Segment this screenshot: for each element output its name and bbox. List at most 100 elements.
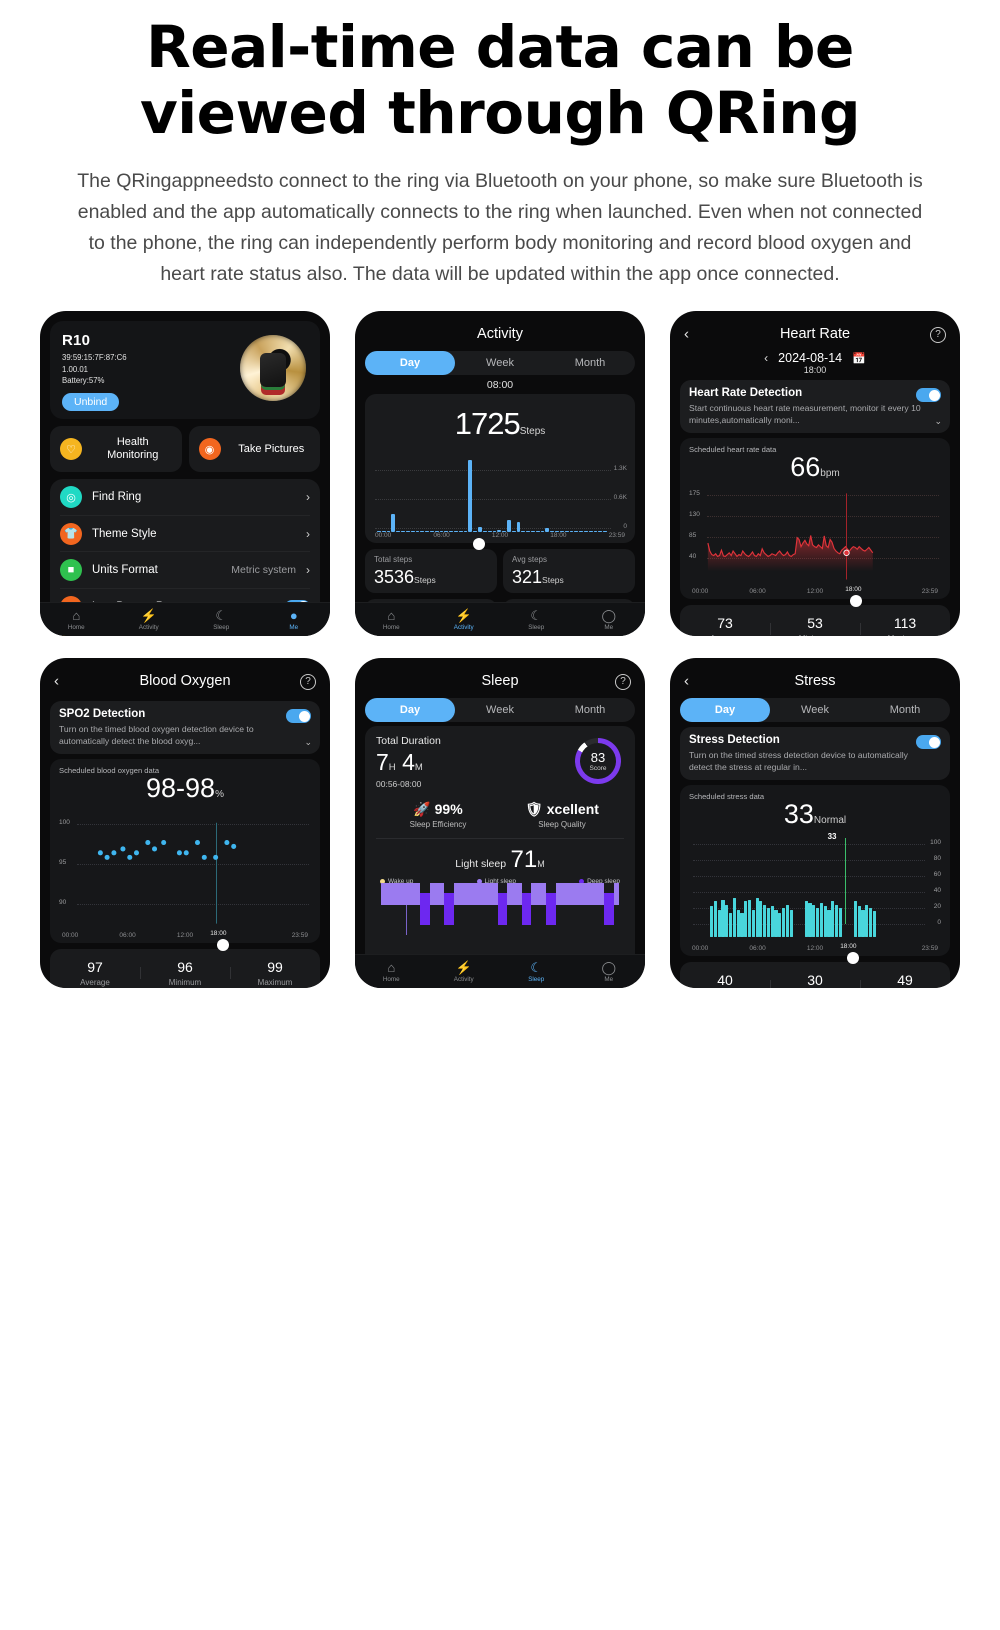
- activity-appbar: Activity: [365, 319, 635, 349]
- selected-time: 18:00: [803, 365, 827, 376]
- tab-day[interactable]: Day: [680, 698, 770, 723]
- tab-week[interactable]: Week: [486, 357, 514, 370]
- spo2-stats: 97 Average 96 Minimum 99 Maximum: [50, 949, 320, 989]
- quick-actions: ♡ Health Monitoring ◉ Take Pictures: [50, 426, 320, 473]
- tab-month[interactable]: Month: [574, 357, 606, 370]
- row-label: Find Ring: [92, 491, 142, 504]
- hero-section: Real-time data can be viewed through QRi…: [0, 0, 1000, 289]
- calendar-icon[interactable]: 📅: [852, 352, 866, 365]
- selected-date: 2024-08-14: [778, 351, 843, 366]
- hr-value: 66: [790, 452, 821, 483]
- chevron-down-icon[interactable]: ⌄: [304, 737, 312, 748]
- total-duration-label: Total Duration: [376, 735, 441, 748]
- heart-rate-title: Heart Rate: [779, 326, 851, 343]
- health-monitoring-label: Health Monitoring: [107, 435, 159, 462]
- tab-week[interactable]: Week: [801, 704, 829, 717]
- xtick-0000: 00:00: [375, 532, 392, 540]
- sleep-score-ring: 83 Score: [575, 738, 621, 785]
- tab-month[interactable]: Month: [889, 704, 921, 717]
- phone-activity: Activity Day Week Month 08:00 1725Steps …: [355, 311, 646, 637]
- tab-me[interactable]: ● Me: [258, 609, 331, 631]
- sleep-quality: 🛡 xcellent Sleep Quality: [525, 801, 599, 830]
- back-icon[interactable]: ‹: [684, 325, 689, 343]
- detection-title: Heart Rate Detection: [689, 387, 803, 400]
- tab-sleep[interactable]: ☾ Sleep: [500, 609, 573, 631]
- back-icon[interactable]: ‹: [684, 672, 689, 690]
- stat-total-steps: Total steps 3536Steps: [365, 549, 497, 594]
- screenshot-grid: R10 39:59:15:7F:87:C6 1.00.01 Battery:57…: [0, 311, 1000, 989]
- chart-label: Scheduled stress data: [689, 792, 765, 802]
- steps-unit: Steps: [519, 426, 546, 438]
- tab-month[interactable]: Month: [574, 704, 606, 717]
- tab-day[interactable]: Day: [365, 698, 455, 723]
- stat-average: 73Average: [680, 615, 770, 636]
- tab-day[interactable]: Day: [365, 351, 455, 376]
- sleep-efficiency: 🚀 99% Sleep Efficiency: [409, 801, 467, 830]
- light-sleep-headline: Light sleep 71M: [455, 846, 545, 874]
- ytick-0: 0: [623, 523, 627, 531]
- ytick-0: 0: [937, 919, 941, 927]
- sleep-period-tabs: Day Week Month: [365, 698, 635, 723]
- tab-week[interactable]: Week: [486, 704, 514, 717]
- chevron-right-icon: ›: [306, 526, 310, 541]
- tab-activity[interactable]: ⚡ Activity: [428, 609, 501, 631]
- stat-average: 97 Average: [50, 959, 140, 987]
- heart-rate-detection-card[interactable]: Heart Rate Detection Start continuous he…: [680, 380, 950, 434]
- tab-activity[interactable]: ⚡ Activity: [113, 609, 186, 631]
- sleep-title: Sleep: [481, 673, 519, 690]
- spo2-detection-toggle[interactable]: [286, 709, 311, 724]
- prev-day-icon[interactable]: ‹: [764, 351, 769, 366]
- sleep-stage-chart: [376, 883, 624, 963]
- back-icon[interactable]: ‹: [54, 672, 59, 690]
- heart-rate-headline: 66bpm: [689, 452, 941, 483]
- tab-activity[interactable]: ⚡ Activity: [428, 961, 501, 983]
- tab-sleep[interactable]: ☾ Sleep: [500, 961, 573, 983]
- tab-me[interactable]: ◯ Me: [573, 609, 646, 631]
- person-icon: ●: [289, 608, 298, 624]
- total-duration-value: 7H 4M: [376, 749, 423, 776]
- legend-light-sleep: Light sleep: [476, 878, 516, 885]
- device-card[interactable]: R10 39:59:15:7F:87:C6 1.00.01 Battery:57…: [50, 321, 320, 420]
- stress-time-scrubber-knob[interactable]: [847, 952, 860, 965]
- heart-rate-detection-toggle[interactable]: [916, 388, 941, 403]
- hr-time-scrubber-knob[interactable]: [850, 595, 863, 608]
- ytick-80: 80: [933, 855, 941, 863]
- ytick-175: 175: [689, 490, 700, 498]
- device-battery: Battery:57%: [62, 376, 105, 385]
- hr-xaxis: 00:00 06:00 12:00 18:00 23:59: [692, 588, 938, 596]
- hr-svg: [707, 493, 874, 580]
- tab-home[interactable]: ⌂ Home: [355, 961, 428, 983]
- tab-sleep[interactable]: ☾ Sleep: [185, 609, 258, 631]
- spo2-value: 98-98: [146, 773, 216, 804]
- spo2-time-scrubber-knob[interactable]: [217, 939, 230, 952]
- bottom-tabbar: ⌂ Home ⚡ Activity ☾ Sleep ◯ Me: [355, 954, 646, 989]
- activity-period-tabs: Day Week Month: [365, 351, 635, 376]
- phone-blood-oxygen: ‹ Blood Oxygen ? SPO2 Detection Turn on …: [40, 658, 330, 989]
- chevron-down-icon[interactable]: ⌄: [934, 416, 942, 427]
- health-heart-icon: ♡: [60, 438, 82, 461]
- tab-me[interactable]: ◯ Me: [573, 961, 646, 983]
- shield-moon-icon: 🛡: [525, 801, 543, 818]
- sidebar-item-theme-style[interactable]: 👕 Theme Style ›: [60, 516, 310, 553]
- date-navigator: ‹ 2024-08-14 📅: [680, 349, 950, 365]
- stress-detection-toggle[interactable]: [916, 735, 941, 750]
- steps-value: 1725: [454, 406, 521, 442]
- unbind-button[interactable]: Unbind: [62, 393, 120, 412]
- activity-stats-row-1: Total steps 3536Steps Avg steps 321Steps: [365, 549, 635, 594]
- time-scrubber-knob[interactable]: [473, 538, 485, 551]
- find-ring-icon: ◎: [60, 486, 82, 509]
- heart-rate-stats: 73Average 53Minimum 113Maximum: [680, 605, 950, 637]
- sidebar-item-find-ring[interactable]: ◎ Find Ring ›: [60, 479, 310, 516]
- spo2-detection-card[interactable]: SPO2 Detection Turn on the timed blood o…: [50, 701, 320, 755]
- steps-bars: [377, 452, 607, 533]
- tab-home[interactable]: ⌂ Home: [355, 609, 428, 631]
- health-monitoring-button[interactable]: ♡ Health Monitoring: [50, 426, 182, 473]
- tab-home[interactable]: ⌂ Home: [40, 609, 113, 631]
- sidebar-item-units-format[interactable]: ■ Units Format Metric system ›: [60, 552, 310, 589]
- stat-maximum: 49Maximum: [860, 972, 950, 989]
- stress-detection-card[interactable]: Stress Detection Turn on the timed stres…: [680, 727, 950, 781]
- take-pictures-button[interactable]: ◉ Take Pictures: [188, 426, 320, 473]
- hr-xaxis-wrap: 18:00 00:00 06:00 12:00 18:00 23:59: [689, 586, 941, 596]
- spo2-xaxis-wrap: 18:00 00:00 06:00 12:00 18:00 23:59: [59, 930, 311, 939]
- stress-value: 33: [783, 799, 814, 830]
